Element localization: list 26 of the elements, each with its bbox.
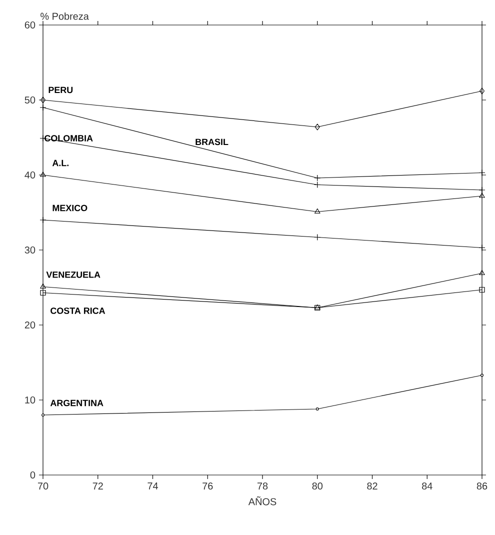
x-tick-label: 82 [367, 482, 378, 490]
x-tick-label: 70 [38, 482, 48, 490]
y-tick-label: 50 [24, 96, 36, 104]
series-label: MEXICO [52, 204, 88, 212]
series-label: A.L. [52, 160, 69, 166]
y-tick-label: 10 [25, 396, 36, 404]
x-tick-label: 78 [257, 482, 268, 490]
series-label: VENEZUELA [46, 272, 100, 278]
y-tick-label: 60 [24, 21, 36, 29]
x-tick-label: 74 [148, 482, 158, 490]
x-axis-title: AÑOS [248, 496, 276, 506]
y-tick-label: 20 [24, 321, 36, 329]
series-label: BRASIL [196, 138, 228, 146]
x-tick-label: 86 [476, 482, 488, 490]
x-tick-label: 76 [202, 482, 213, 490]
x-tick-label: 80 [312, 482, 323, 490]
series-label: COSTA RICA [50, 308, 106, 314]
y-tick-label: 0 [30, 471, 36, 479]
series-label: PERU [48, 86, 73, 94]
y-tick-label: 30 [24, 246, 36, 254]
x-tick-label: 84 [422, 482, 432, 490]
series-label: COLOMBIA [44, 135, 93, 142]
x-tick-label: 72 [92, 482, 103, 490]
legend-label: ARGENTINA [50, 400, 104, 406]
y-tick-label: 40 [24, 171, 36, 179]
y-axis-title: % Pobreza [40, 12, 89, 20]
